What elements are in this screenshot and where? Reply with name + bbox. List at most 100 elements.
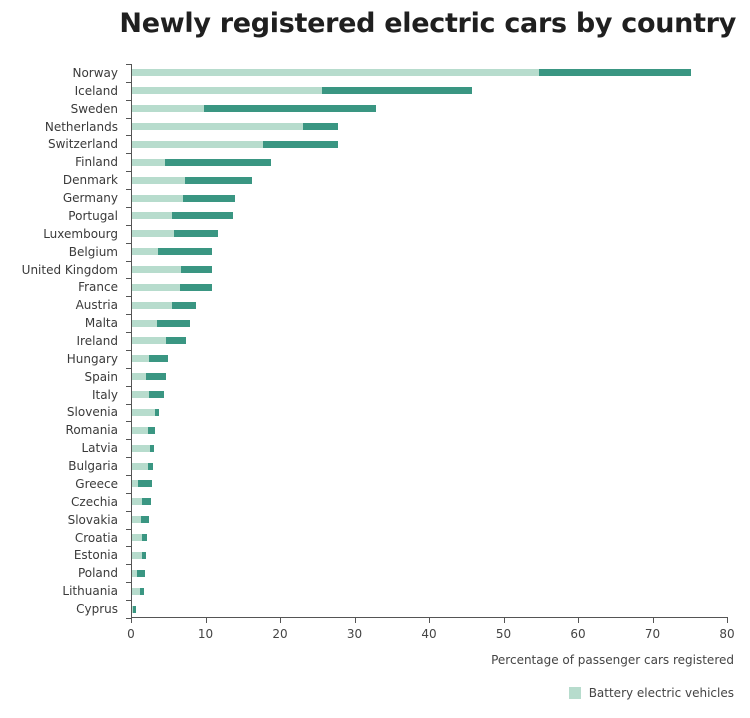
category-label: Ireland xyxy=(76,333,118,348)
bar-segment-other xyxy=(538,69,691,77)
bar-segment-bev xyxy=(132,87,322,95)
bar-segment-other xyxy=(183,194,235,202)
bar-segment-bev xyxy=(132,212,173,220)
bar-segment-other xyxy=(142,534,147,542)
x-tick-label: 0 xyxy=(127,627,135,641)
y-tick xyxy=(126,242,131,244)
legend-label-bev: Battery electric vehicles xyxy=(588,686,734,700)
bar-segment-bev xyxy=(132,158,165,166)
category-label: Hungary xyxy=(66,351,118,366)
bar-segment-bev xyxy=(132,462,148,470)
x-tick xyxy=(578,617,579,623)
category-label: Croatia xyxy=(74,530,118,545)
bar-segment-other xyxy=(165,337,187,345)
bar-segment-bev xyxy=(132,69,539,77)
bar-segment-bev xyxy=(132,498,142,506)
bar-segment-bev xyxy=(132,355,150,363)
bar-segment-other xyxy=(133,605,136,613)
bar-segment-other xyxy=(146,373,166,381)
category-label: Spain xyxy=(84,369,118,384)
bar-segment-other xyxy=(263,140,338,148)
bar-segment-other xyxy=(181,266,213,273)
category-label: Germany xyxy=(62,191,118,206)
bar-segment-other xyxy=(158,248,213,256)
x-tick xyxy=(354,617,356,623)
category-label: Portugal xyxy=(68,208,118,223)
y-tick xyxy=(126,582,131,584)
x-tick-label: 10 xyxy=(197,627,214,641)
y-tick xyxy=(126,510,131,512)
x-tick xyxy=(280,617,281,623)
bar-segment-other xyxy=(147,462,153,470)
category-label: Bulgaria xyxy=(68,459,118,474)
x-tick xyxy=(503,617,505,623)
bar-segment-bev xyxy=(132,230,174,238)
bar-segment-bev xyxy=(132,605,134,613)
x-tick-label: 20 xyxy=(272,627,288,641)
category-label: Romania xyxy=(65,423,118,438)
category-label: Finland xyxy=(75,155,118,170)
chart-title: Newly registered electric cars by countr… xyxy=(119,8,736,39)
bar-segment-bev xyxy=(132,176,185,184)
bar-segment-other xyxy=(184,176,252,184)
x-tick-label: 80 xyxy=(719,627,735,641)
bar-segment-bev xyxy=(132,426,149,434)
y-tick xyxy=(126,457,131,459)
category-label: Malta xyxy=(84,316,118,331)
legend-swatch-bev xyxy=(568,687,581,699)
bar-segment-other xyxy=(164,158,272,166)
y-axis-line xyxy=(131,64,132,618)
category-label: Greece xyxy=(75,476,118,491)
x-tick-label: 50 xyxy=(495,627,512,641)
y-tick xyxy=(126,314,131,316)
bar-segment-other xyxy=(137,569,146,577)
y-tick xyxy=(126,617,131,619)
y-tick xyxy=(126,206,131,208)
y-tick xyxy=(126,332,131,334)
category-label: Luxembourg xyxy=(43,226,118,241)
x-tick-label: 30 xyxy=(346,627,363,641)
y-tick xyxy=(126,189,131,191)
category-label: Czechia xyxy=(71,494,118,509)
y-tick xyxy=(126,171,131,173)
y-tick xyxy=(126,278,131,280)
y-tick xyxy=(126,439,131,441)
bar-segment-bev xyxy=(132,444,150,452)
category-label: Cyprus xyxy=(76,602,118,617)
bar-segment-bev xyxy=(132,569,138,577)
bar-segment-other xyxy=(149,391,165,399)
y-tick xyxy=(126,260,131,262)
x-tick xyxy=(727,617,728,623)
y-tick xyxy=(126,564,131,566)
y-tick xyxy=(126,224,131,226)
y-tick xyxy=(126,135,131,137)
category-label: Poland xyxy=(77,566,118,581)
bar-segment-bev xyxy=(132,534,143,542)
bar-segment-other xyxy=(173,230,219,238)
bar-segment-other xyxy=(204,105,376,113)
bar-segment-other xyxy=(140,516,150,524)
category-label: Belgium xyxy=(68,244,118,259)
bar-segment-bev xyxy=(132,123,304,131)
y-tick xyxy=(126,492,131,494)
bar-segment-other xyxy=(303,123,338,131)
y-tick xyxy=(126,349,131,351)
y-tick xyxy=(126,117,131,119)
category-label: Switzerland xyxy=(48,137,118,152)
category-label: Slovakia xyxy=(67,512,118,527)
category-label: Denmark xyxy=(62,173,118,188)
y-tick xyxy=(126,153,131,155)
x-tick-label: 40 xyxy=(421,627,437,641)
category-label: France xyxy=(78,280,118,295)
category-label: Norway xyxy=(72,65,118,80)
y-tick xyxy=(126,367,131,369)
category-label: United Kingdom xyxy=(21,262,118,277)
bar-segment-other xyxy=(149,355,168,363)
category-label: Lithuania xyxy=(62,584,118,599)
bar-segment-bev xyxy=(132,408,156,416)
x-tick-label: 70 xyxy=(644,627,661,641)
bar-segment-bev xyxy=(132,551,142,559)
y-tick xyxy=(126,296,131,298)
bar-segment-bev xyxy=(132,480,138,488)
